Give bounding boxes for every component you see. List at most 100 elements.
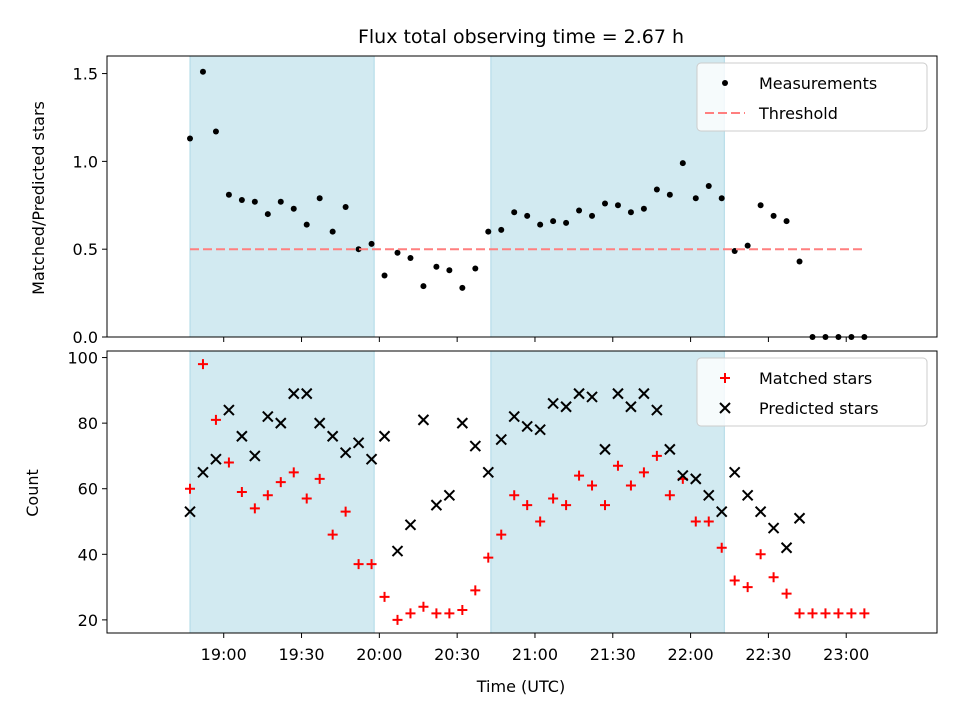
matched-star-point	[340, 506, 351, 517]
shaded-interval	[490, 55, 725, 338]
predicted-star-point	[638, 387, 650, 400]
matched-star-point	[379, 591, 390, 602]
matched-star-point	[820, 608, 831, 619]
matched-star-point	[444, 608, 455, 619]
predicted-star-point	[690, 473, 702, 485]
shaded-interval	[490, 350, 725, 634]
matched-star-point	[638, 467, 649, 478]
measurement-point	[355, 246, 362, 253]
legend-label: Measurements	[759, 74, 877, 93]
predicted-star-point	[275, 417, 287, 429]
matched-star-point	[392, 614, 403, 625]
x-tick-label: 21:00	[512, 645, 558, 664]
x-tick-label: 20:30	[434, 645, 480, 664]
predicted-star-point	[313, 417, 326, 429]
shaded-interval	[189, 350, 375, 634]
y-tick-label: 80	[78, 414, 98, 433]
measurement-point	[718, 195, 725, 202]
legend-label: Predicted stars	[759, 399, 879, 418]
measurement-point	[472, 265, 479, 272]
matched-star-point	[366, 559, 377, 570]
chart-title: Flux total observing time = 2.67 h	[358, 26, 684, 48]
measurement-point	[394, 249, 401, 256]
predicted-star-point	[326, 430, 339, 442]
measurement-point	[459, 284, 466, 291]
measurement-point	[342, 204, 349, 211]
matched-star-point	[522, 500, 533, 511]
legend-label: Matched stars	[759, 369, 872, 388]
predicted-star-point	[664, 443, 676, 456]
predicted-star-point	[430, 499, 443, 511]
predicted-star-point	[417, 414, 430, 426]
legend-frame	[696, 357, 928, 427]
x-axis-label: Time (UTC)	[476, 677, 565, 696]
predicted-star-point	[404, 519, 417, 531]
predicted-star-point	[339, 446, 352, 459]
predicted-star-point	[236, 430, 248, 442]
measurement-point	[238, 197, 245, 204]
predicted-star-point	[301, 387, 313, 400]
measurement-point	[576, 207, 583, 214]
predicted-star-point	[703, 489, 715, 501]
matched-star-point	[807, 608, 818, 619]
matched-star-point	[288, 467, 299, 478]
matched-star-point	[729, 575, 740, 586]
matched-star-point	[548, 493, 559, 504]
matched-star-point	[781, 588, 792, 599]
measurement-point	[511, 209, 518, 216]
x-tick-label: 19:00	[201, 645, 247, 664]
matched-star-point	[275, 477, 286, 488]
matched-star-point	[651, 450, 662, 461]
y-tick-label: 60	[78, 480, 98, 499]
measurement-point	[498, 226, 505, 233]
predicted-star-point	[197, 466, 209, 479]
y-tick-label: 40	[78, 545, 98, 564]
predicted-star-point	[469, 440, 482, 452]
matched-star-point	[249, 503, 260, 514]
matched-star-point	[483, 552, 494, 563]
measurement-point	[303, 221, 310, 228]
x-tick-label: 23:00	[823, 645, 869, 664]
matched-star-point	[755, 549, 766, 560]
y-axis-label-ratio: Matched/Predicted stars	[29, 101, 48, 295]
predicted-star-point	[378, 430, 391, 442]
predicted-star-point	[443, 489, 456, 501]
matched-star-point	[223, 457, 234, 468]
measurement-point	[744, 242, 751, 249]
predicted-star-point	[677, 469, 689, 482]
legend-marker-measurements	[722, 80, 728, 86]
predicted-star-point	[716, 505, 728, 518]
measurement-point	[589, 212, 596, 219]
measurement-point	[485, 228, 492, 235]
measurement-point	[783, 218, 790, 225]
predicted-star-point	[612, 387, 624, 400]
legend-label: Threshold	[758, 104, 838, 123]
y-axis-label-count: Count	[23, 469, 42, 517]
axes-frame	[106, 350, 938, 634]
matched-star-point	[664, 490, 675, 501]
measurement-point	[381, 272, 388, 279]
measurement-point	[264, 211, 271, 218]
predicted-star-point	[210, 453, 222, 465]
predicted-star-point	[547, 397, 559, 410]
predicted-star-point	[534, 423, 546, 436]
predicted-star-point	[586, 391, 598, 403]
matched-star-point	[859, 608, 870, 619]
predicted-star-point	[184, 505, 196, 518]
measurement-point	[602, 200, 608, 207]
measurement-point	[187, 135, 193, 142]
matched-star-point	[690, 516, 701, 527]
measurement-point	[627, 209, 634, 216]
matched-star-point	[703, 516, 714, 527]
measurement-point	[433, 263, 440, 270]
measurement-point	[199, 68, 206, 75]
matched-star-point	[262, 490, 273, 501]
matched-star-point	[236, 487, 247, 497]
panel-ratio: 0.0 0.5 1.0 1.5 Measurements Threshold	[73, 55, 938, 347]
predicted-star-point	[352, 437, 365, 449]
matched-star-point	[314, 473, 325, 484]
x-tick-label: 21:30	[590, 645, 636, 664]
measurement-point	[225, 191, 232, 198]
predicted-star-point	[741, 489, 754, 501]
matched-star-point	[431, 608, 442, 619]
